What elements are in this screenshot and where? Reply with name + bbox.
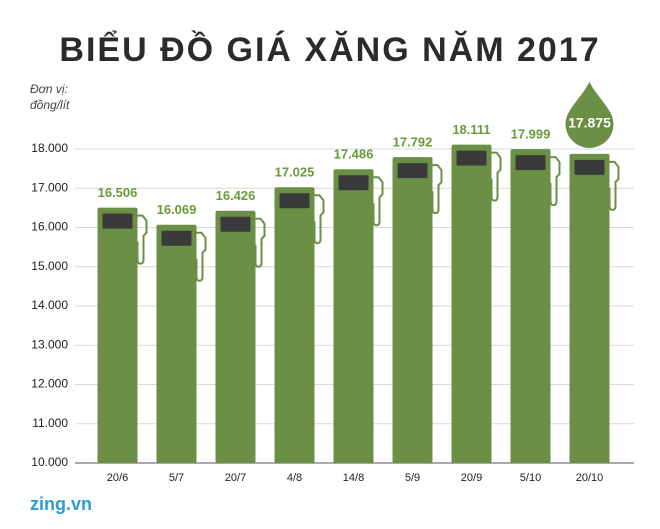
highlight-drop (565, 81, 614, 148)
pump-display (102, 213, 133, 229)
value-label: 17.025 (275, 165, 315, 180)
bar (274, 187, 315, 463)
unit-label: đồng/lít (30, 98, 70, 112)
pump-display (220, 216, 251, 232)
pump-nozzle (136, 214, 148, 265)
bar (392, 157, 433, 463)
pump-nozzle (431, 164, 443, 215)
pump-display (338, 175, 369, 191)
x-tick-label: 20/6 (107, 472, 128, 484)
x-tick-label: 4/8 (287, 472, 302, 484)
pump-nozzle (490, 151, 502, 202)
pump-nozzle (372, 176, 384, 227)
y-tick-label: 10.000 (31, 455, 68, 469)
chart-title: BIỂU ĐỒ GIÁ XĂNG NĂM 2017 (59, 31, 600, 69)
x-tick-label: 20/10 (576, 472, 604, 484)
bar (333, 169, 374, 463)
value-label: 18.111 (452, 122, 490, 137)
bar (569, 153, 610, 463)
x-tick-label: 5/7 (169, 472, 184, 484)
x-tick-label: 20/9 (461, 472, 482, 484)
y-tick-label: 12.000 (31, 377, 68, 391)
x-tick-label: 5/9 (405, 472, 420, 484)
y-tick-label: 16.000 (31, 220, 68, 234)
y-tick-label: 15.000 (31, 259, 68, 273)
x-tick-label: 14/8 (343, 472, 364, 484)
pump-display (515, 155, 546, 171)
pump-display (161, 230, 192, 246)
bar (156, 224, 197, 463)
value-label: 17.875 (568, 115, 611, 131)
source-logo: zing.vn (30, 494, 92, 514)
x-tick-label: 20/7 (225, 472, 246, 484)
y-tick-label: 18.000 (31, 141, 68, 155)
unit-label: Đơn vị: (30, 82, 68, 96)
pump-display (574, 159, 605, 175)
pump-display (279, 193, 310, 209)
pump-nozzle (195, 231, 207, 282)
pump-nozzle (254, 217, 266, 268)
y-tick-label: 17.000 (31, 180, 68, 194)
pump-display (397, 163, 428, 179)
bar (215, 210, 256, 463)
value-label: 16.069 (157, 202, 197, 217)
y-tick-label: 11.000 (32, 416, 68, 430)
x-tick-label: 5/10 (520, 472, 541, 484)
pump-nozzle (549, 156, 561, 207)
value-label: 17.486 (334, 147, 374, 162)
y-tick-label: 14.000 (31, 298, 68, 312)
pump-nozzle (313, 194, 325, 245)
value-label: 16.506 (98, 185, 138, 200)
value-label: 16.426 (216, 188, 256, 203)
value-label: 17.792 (393, 135, 433, 150)
pump-nozzle (608, 160, 620, 211)
pump-display (456, 150, 487, 166)
value-label: 17.999 (511, 127, 551, 142)
bar (97, 207, 138, 463)
y-tick-label: 13.000 (31, 337, 68, 351)
bar (510, 149, 551, 463)
bar (451, 144, 492, 463)
